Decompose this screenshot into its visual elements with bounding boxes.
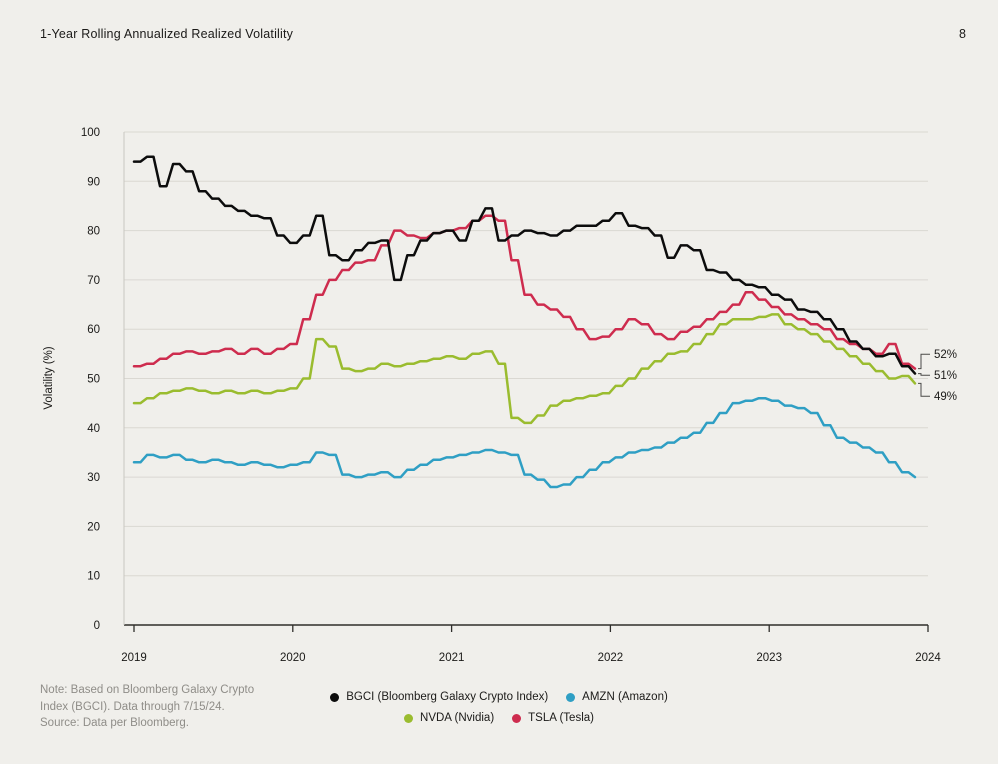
page-number: 8 xyxy=(959,27,966,41)
series-line-BGCI xyxy=(132,155,917,375)
footnote-source: Source: Data per Bloomberg. xyxy=(40,717,189,729)
y-tick-label: 20 xyxy=(87,521,100,533)
series-line-TSLA xyxy=(132,214,917,370)
legend-item-TSLA: TSLA (Tesla) xyxy=(512,712,594,724)
y-axis-title: Volatility (%) xyxy=(43,346,55,409)
series-line-NVDA xyxy=(132,313,917,425)
y-tick-label: 40 xyxy=(87,423,100,435)
y-tick-label: 90 xyxy=(87,176,100,188)
legend-dot-AMZN xyxy=(566,692,576,702)
x-tick-label: 2022 xyxy=(598,652,624,664)
legend-item-NVDA: NVDA (Nvidia) xyxy=(404,712,494,724)
page-header: 1-Year Rolling Annualized Realized Volat… xyxy=(0,0,998,60)
page-title: 1-Year Rolling Annualized Realized Volat… xyxy=(40,27,294,41)
legend-label-AMZN: AMZN (Amazon) xyxy=(582,691,668,703)
end-value-label-BGCI: 51% xyxy=(934,370,957,382)
x-tick-label: 2020 xyxy=(280,652,306,664)
end-value-label-TSLA: 52% xyxy=(934,349,957,361)
series-line-AMZN xyxy=(132,396,917,489)
x-tick-label: 2023 xyxy=(756,652,782,664)
footnote-note-line-2: Index (BGCI). Data through 7/15/24. xyxy=(40,700,225,713)
end-label-leader xyxy=(918,353,930,370)
y-tick-label: 100 xyxy=(81,127,100,139)
end-label-leader xyxy=(918,382,930,397)
y-tick-label: 50 xyxy=(87,374,100,386)
y-tick-label: 0 xyxy=(94,620,100,632)
chart-legend: BGCI (Bloomberg Galaxy Crypto Index) AMZN… xyxy=(309,691,689,724)
legend-item-AMZN: AMZN (Amazon) xyxy=(566,691,668,703)
end-value-label-NVDA: 49% xyxy=(934,391,957,403)
legend-label-TSLA: TSLA (Tesla) xyxy=(528,712,594,724)
legend-label-BGCI: BGCI (Bloomberg Galaxy Crypto Index) xyxy=(346,691,549,703)
x-tick-label: 2021 xyxy=(439,652,465,664)
legend-dot-NVDA xyxy=(404,713,414,723)
footnote: Note: Based on Bloomberg Galaxy Crypto I… xyxy=(40,682,254,732)
footnote-note-line-1: Note: Based on Bloomberg Galaxy Crypto xyxy=(40,684,255,696)
x-tick-label: 2024 xyxy=(915,652,941,664)
y-tick-label: 30 xyxy=(87,472,100,484)
x-tick-label: 2019 xyxy=(121,652,147,664)
y-tick-label: 60 xyxy=(87,324,100,336)
legend-label-NVDA: NVDA (Nvidia) xyxy=(420,712,495,724)
y-tick-label: 70 xyxy=(87,275,100,287)
legend-item-BGCI: BGCI (Bloomberg Galaxy Crypto Index) xyxy=(330,691,548,703)
y-tick-label: 80 xyxy=(87,226,100,238)
legend-dot-TSLA xyxy=(512,713,522,723)
y-tick-label: 10 xyxy=(87,571,100,583)
end-label-leader xyxy=(918,373,930,376)
legend-dot-BGCI xyxy=(330,692,340,702)
